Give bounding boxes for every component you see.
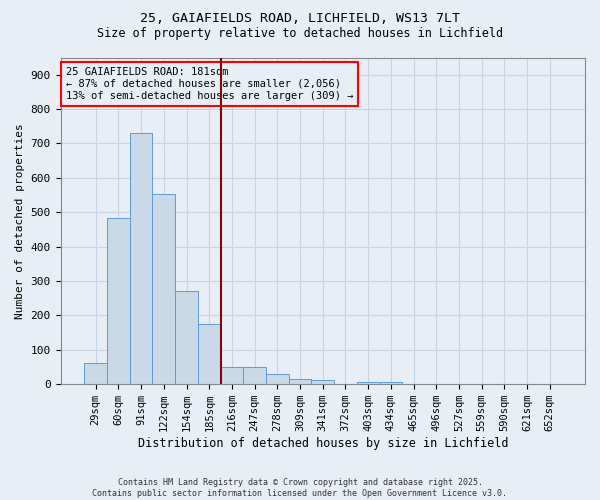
Bar — [266, 374, 289, 384]
Y-axis label: Number of detached properties: Number of detached properties — [15, 123, 25, 318]
X-axis label: Distribution of detached houses by size in Lichfield: Distribution of detached houses by size … — [137, 437, 508, 450]
Bar — [198, 324, 221, 384]
Bar — [175, 290, 198, 384]
Bar — [152, 194, 175, 384]
Text: 25 GAIAFIELDS ROAD: 181sqm
← 87% of detached houses are smaller (2,056)
13% of s: 25 GAIAFIELDS ROAD: 181sqm ← 87% of deta… — [66, 68, 353, 100]
Bar — [243, 367, 266, 384]
Bar — [289, 379, 311, 384]
Text: Contains HM Land Registry data © Crown copyright and database right 2025.
Contai: Contains HM Land Registry data © Crown c… — [92, 478, 508, 498]
Bar — [357, 382, 380, 384]
Bar — [380, 382, 402, 384]
Bar — [130, 133, 152, 384]
Bar — [85, 363, 107, 384]
Text: Size of property relative to detached houses in Lichfield: Size of property relative to detached ho… — [97, 28, 503, 40]
Bar — [311, 380, 334, 384]
Bar — [221, 367, 243, 384]
Bar — [107, 218, 130, 384]
Text: 25, GAIAFIELDS ROAD, LICHFIELD, WS13 7LT: 25, GAIAFIELDS ROAD, LICHFIELD, WS13 7LT — [140, 12, 460, 26]
